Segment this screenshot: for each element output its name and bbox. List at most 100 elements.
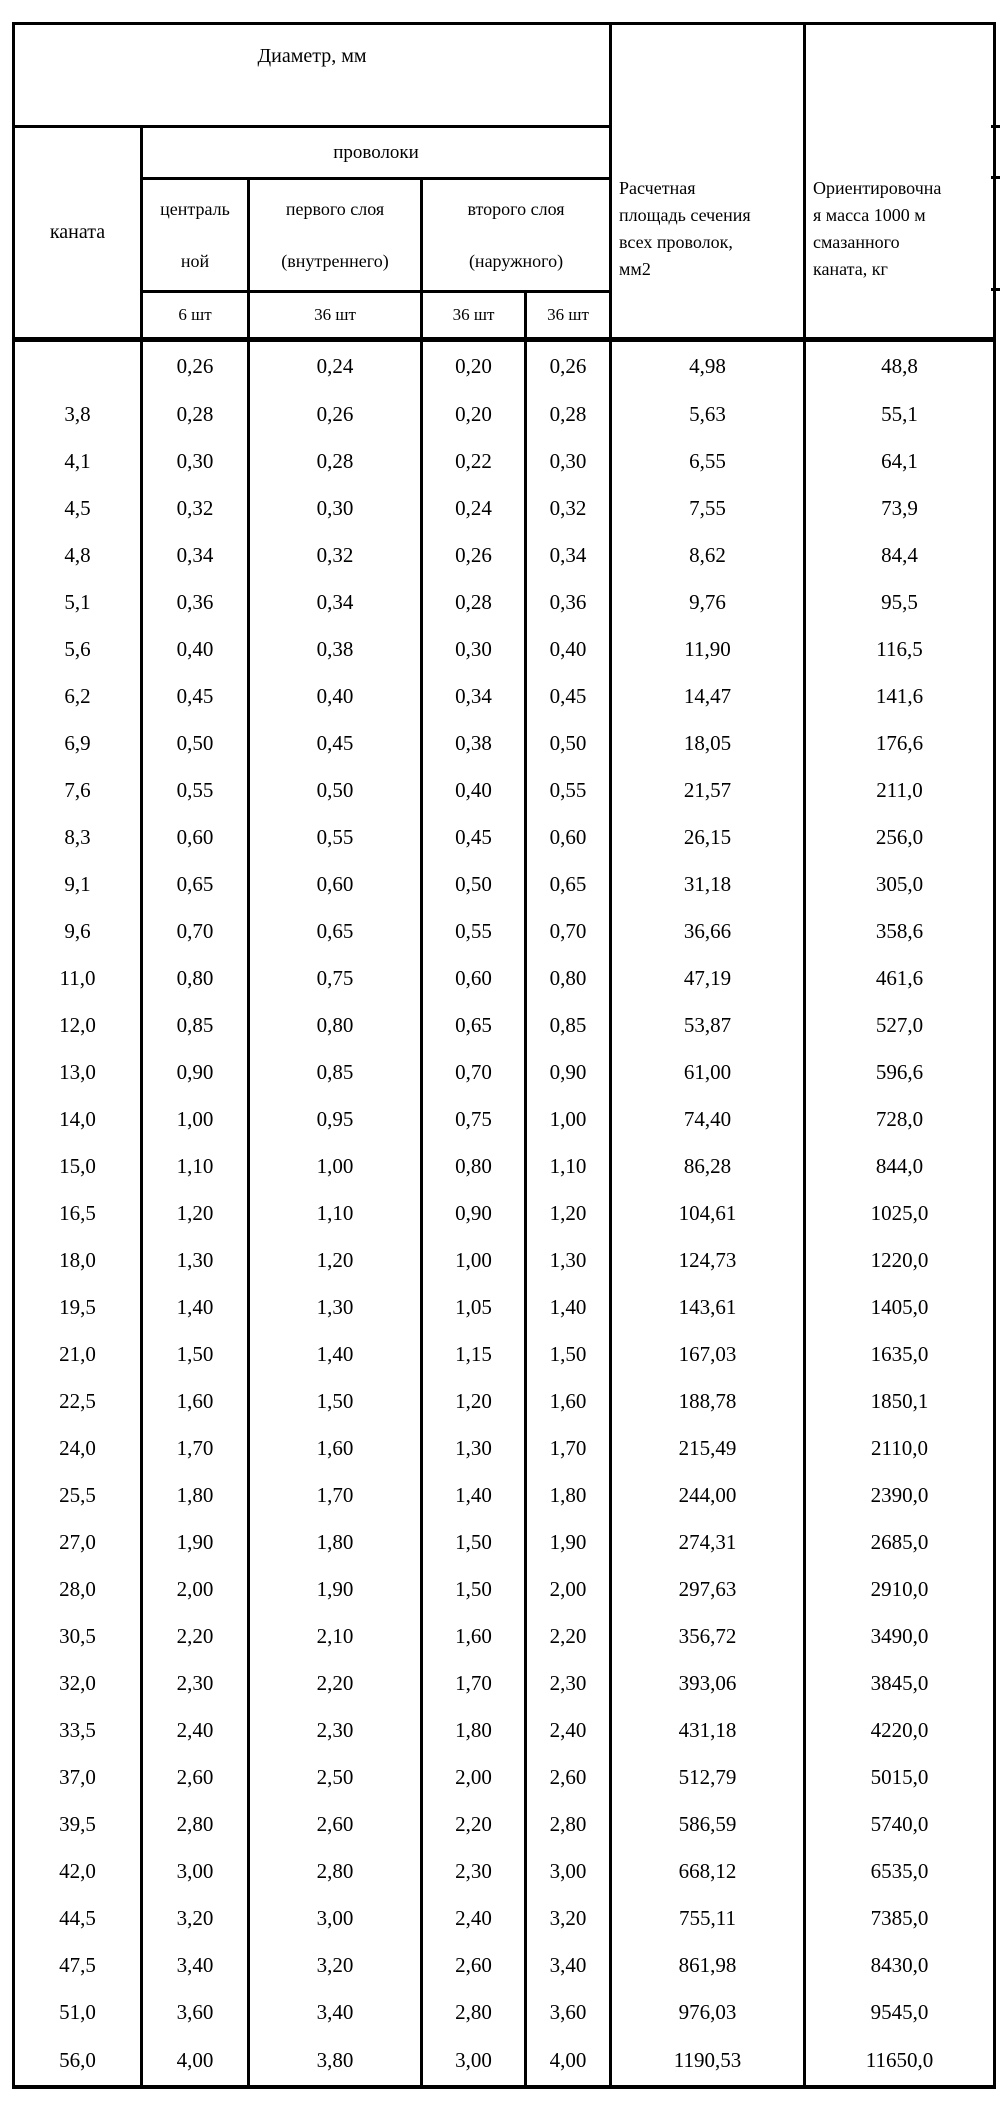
cell-mass-per-1000m: 211,0: [803, 767, 997, 815]
cell-mass-per-1000m: 8430,0: [803, 1942, 997, 1990]
cell-second-layer-wire-diameter-a: 1,30: [420, 1425, 527, 1473]
cell-second-layer-wire-diameter-b: 0,30: [523, 438, 613, 486]
cell-first-layer-wire-diameter: 0,40: [247, 673, 423, 721]
cell-central-wire-diameter: 1,30: [140, 1237, 250, 1285]
cell-first-layer-wire-diameter: 2,50: [247, 1754, 423, 1802]
table-row: 6,9 0,50 0,45 0,38 0,50 18,05 176,6: [12, 720, 997, 768]
cell-mass-per-1000m: 1850,1: [803, 1378, 997, 1426]
cell-second-layer-wire-diameter-b: 2,80: [523, 1801, 613, 1849]
cell-second-layer-wire-diameter-a: 0,34: [420, 673, 527, 721]
cell-second-layer-wire-diameter-a: 1,50: [420, 1566, 527, 1614]
header-rope-diameter: каната: [12, 125, 143, 342]
cell-central-wire-diameter: 0,85: [140, 1002, 250, 1050]
table-row: 3,8 0,28 0,26 0,20 0,28 5,63 55,1: [12, 391, 997, 439]
cell-rope-diameter: 13,0: [12, 1049, 143, 1097]
cell-second-layer-wire-diameter-b: 1,10: [523, 1143, 613, 1191]
cell-mass-per-1000m: 6535,0: [803, 1848, 997, 1896]
table-row: 51,0 3,60 3,40 2,80 3,60 976,03 9545,0: [12, 1989, 997, 2037]
cell-first-layer-wire-diameter: 2,10: [247, 1613, 423, 1661]
cell-section-area: 512,79: [609, 1754, 807, 1802]
table-row: 5,6 0,40 0,38 0,30 0,40 11,90 116,5: [12, 626, 997, 674]
cell-rope-diameter: 19,5: [12, 1284, 143, 1332]
cell-second-layer-wire-diameter-b: 0,36: [523, 579, 613, 627]
cell-second-layer-wire-diameter-b: 0,34: [523, 532, 613, 580]
cell-second-layer-wire-diameter-a: 1,20: [420, 1378, 527, 1426]
cell-section-area: 124,73: [609, 1237, 807, 1285]
cell-rope-diameter: 33,5: [12, 1707, 143, 1755]
cell-rope-diameter: 9,1: [12, 861, 143, 909]
cell-central-wire-diameter: 0,80: [140, 955, 250, 1003]
table-row: 42,0 3,00 2,80 2,30 3,00 668,12 6535,0: [12, 1848, 997, 1896]
cell-section-area: 14,47: [609, 673, 807, 721]
cell-second-layer-wire-diameter-a: 0,75: [420, 1096, 527, 1144]
cell-section-area: 86,28: [609, 1143, 807, 1191]
table-row: 16,5 1,20 1,10 0,90 1,20 104,61 1025,0: [12, 1190, 997, 1238]
cell-second-layer-wire-diameter-b: 1,20: [523, 1190, 613, 1238]
cell-rope-diameter: 24,0: [12, 1425, 143, 1473]
table-row: 9,6 0,70 0,65 0,55 0,70 36,66 358,6: [12, 908, 997, 956]
cell-rope-diameter: 15,0: [12, 1143, 143, 1191]
cell-section-area: 431,18: [609, 1707, 807, 1755]
cell-mass-per-1000m: 9545,0: [803, 1989, 997, 2037]
cell-central-wire-diameter: 3,40: [140, 1942, 250, 1990]
header-count-first-layer: 36 шт: [247, 290, 423, 342]
cell-first-layer-wire-diameter: 0,80: [247, 1002, 423, 1050]
cell-central-wire-diameter: 1,00: [140, 1096, 250, 1144]
cell-rope-diameter: 4,5: [12, 485, 143, 533]
cell-second-layer-wire-diameter-a: 1,00: [420, 1237, 527, 1285]
cell-first-layer-wire-diameter: 2,20: [247, 1660, 423, 1708]
cell-mass-per-1000m: 7385,0: [803, 1895, 997, 1943]
cell-central-wire-diameter: 1,20: [140, 1190, 250, 1238]
cell-second-layer-wire-diameter-b: 3,20: [523, 1895, 613, 1943]
cell-mass-per-1000m: 48,8: [803, 339, 997, 392]
cell-first-layer-wire-diameter: 3,00: [247, 1895, 423, 1943]
cell-mass-per-1000m: 4220,0: [803, 1707, 997, 1755]
table-row: 9,1 0,65 0,60 0,50 0,65 31,18 305,0: [12, 861, 997, 909]
cell-section-area: 104,61: [609, 1190, 807, 1238]
cell-second-layer-wire-diameter-a: 2,30: [420, 1848, 527, 1896]
cell-second-layer-wire-diameter-a: 0,45: [420, 814, 527, 862]
cell-rope-diameter: 9,6: [12, 908, 143, 956]
header-count-second-layer-b: 36 шт: [523, 290, 613, 342]
table-row: 8,3 0,60 0,55 0,45 0,60 26,15 256,0: [12, 814, 997, 862]
cell-central-wire-diameter: 0,55: [140, 767, 250, 815]
cell-first-layer-wire-diameter: 2,60: [247, 1801, 423, 1849]
cell-first-layer-wire-diameter: 0,95: [247, 1096, 423, 1144]
cell-central-wire-diameter: 1,70: [140, 1425, 250, 1473]
cell-second-layer-wire-diameter-b: 2,00: [523, 1566, 613, 1614]
cell-first-layer-wire-diameter: 1,80: [247, 1519, 423, 1567]
cell-central-wire-diameter: 3,00: [140, 1848, 250, 1896]
cell-first-layer-wire-diameter: 1,00: [247, 1143, 423, 1191]
table-row: 24,0 1,70 1,60 1,30 1,70 215,49 2110,0: [12, 1425, 997, 1473]
scan-line-stub: [991, 125, 1000, 128]
table-row: 22,5 1,60 1,50 1,20 1,60 188,78 1850,1: [12, 1378, 997, 1426]
cell-central-wire-diameter: 2,60: [140, 1754, 250, 1802]
cell-second-layer-wire-diameter-b: 1,70: [523, 1425, 613, 1473]
cell-second-layer-wire-diameter-b: 0,55: [523, 767, 613, 815]
cell-section-area: 861,98: [609, 1942, 807, 1990]
table-row: 15,0 1,10 1,00 0,80 1,10 86,28 844,0: [12, 1143, 997, 1191]
header-row-wires-group: каната проволоки: [12, 125, 995, 342]
table-header: Диаметр, мм Расчетная площадь сечения вс…: [11, 22, 997, 342]
cell-central-wire-diameter: 0,26: [140, 339, 250, 392]
table-row: 11,0 0,80 0,75 0,60 0,80 47,19 461,6: [12, 955, 997, 1003]
cell-mass-per-1000m: 11650,0: [803, 2036, 997, 2087]
cell-section-area: 167,03: [609, 1331, 807, 1379]
cell-rope-diameter: 18,0: [12, 1237, 143, 1285]
cell-rope-diameter: 4,8: [12, 532, 143, 580]
table-row: 18,0 1,30 1,20 1,00 1,30 124,73 1220,0: [12, 1237, 997, 1285]
header-row-wire-names: централь ной первого слоя (внутреннего) …: [14, 177, 995, 293]
header-first-layer-wire: первого слоя (внутреннего): [247, 177, 423, 293]
cell-mass-per-1000m: 256,0: [803, 814, 997, 862]
cell-first-layer-wire-diameter: 0,38: [247, 626, 423, 674]
cell-second-layer-wire-diameter-a: 0,65: [420, 1002, 527, 1050]
cell-central-wire-diameter: 0,36: [140, 579, 250, 627]
cell-second-layer-wire-diameter-a: 0,30: [420, 626, 527, 674]
cell-section-area: 244,00: [609, 1472, 807, 1520]
cell-section-area: 74,40: [609, 1096, 807, 1144]
header-wires-group: проволоки: [139, 125, 613, 180]
cell-section-area: 976,03: [609, 1989, 807, 2037]
cell-first-layer-wire-diameter: 1,20: [247, 1237, 423, 1285]
cell-rope-diameter: 42,0: [12, 1848, 143, 1896]
table-row: 47,5 3,40 3,20 2,60 3,40 861,98 8430,0: [12, 1942, 997, 1990]
